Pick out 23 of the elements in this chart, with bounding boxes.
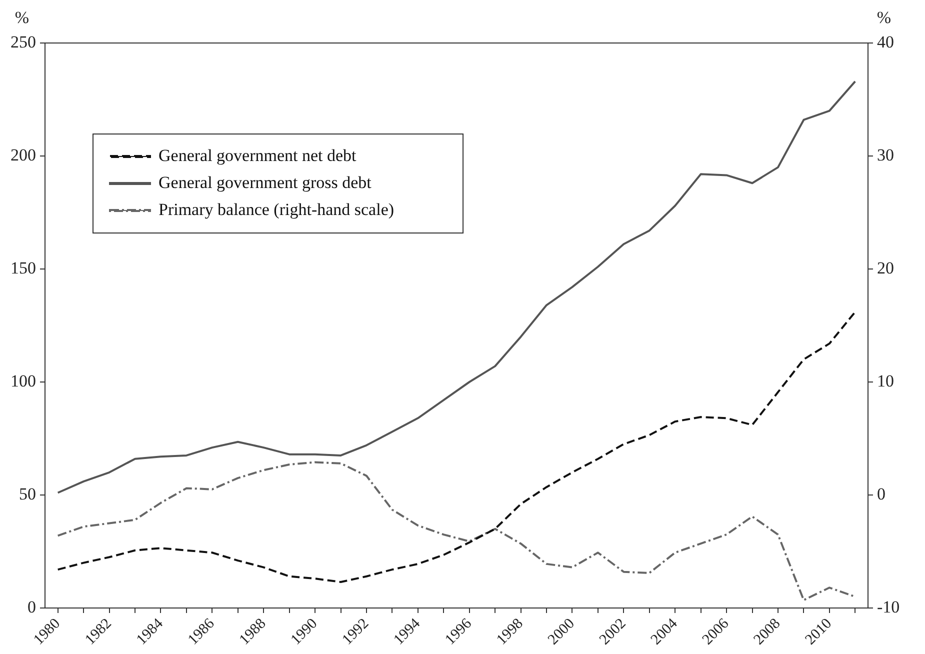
x-tick-label: 1992	[340, 616, 372, 648]
y2-tick-label: -10	[877, 597, 900, 616]
line-series	[56, 310, 856, 584]
y-tick-label: 50	[19, 484, 36, 504]
y-tick-label: 250	[10, 32, 36, 52]
y2-tick-label: 30	[877, 145, 894, 164]
x-tick-label: 1990	[288, 616, 321, 648]
y-axis-title: %	[14, 8, 30, 27]
y2-tick-label: 40	[877, 32, 894, 52]
y2-axis-title: %	[876, 8, 892, 27]
y2-tick-label: 0	[877, 484, 886, 504]
y2-tick-label: 10	[877, 371, 894, 390]
legend-label: General government net debt	[158, 146, 357, 165]
line-series	[56, 461, 856, 602]
y-tick-label: 0	[28, 597, 36, 616]
y-tick-label: 100	[10, 371, 36, 390]
y-tick-label: 200	[10, 145, 36, 164]
y2-tick-label: 20	[877, 258, 894, 278]
y-tick-label: 150	[10, 258, 36, 278]
x-tick-label: 1982	[82, 616, 115, 648]
x-tick-label: 1980	[30, 616, 64, 648]
legend-label: General government gross debt	[158, 172, 372, 192]
legend-label: Primary balance (right-hand scale)	[158, 200, 394, 219]
